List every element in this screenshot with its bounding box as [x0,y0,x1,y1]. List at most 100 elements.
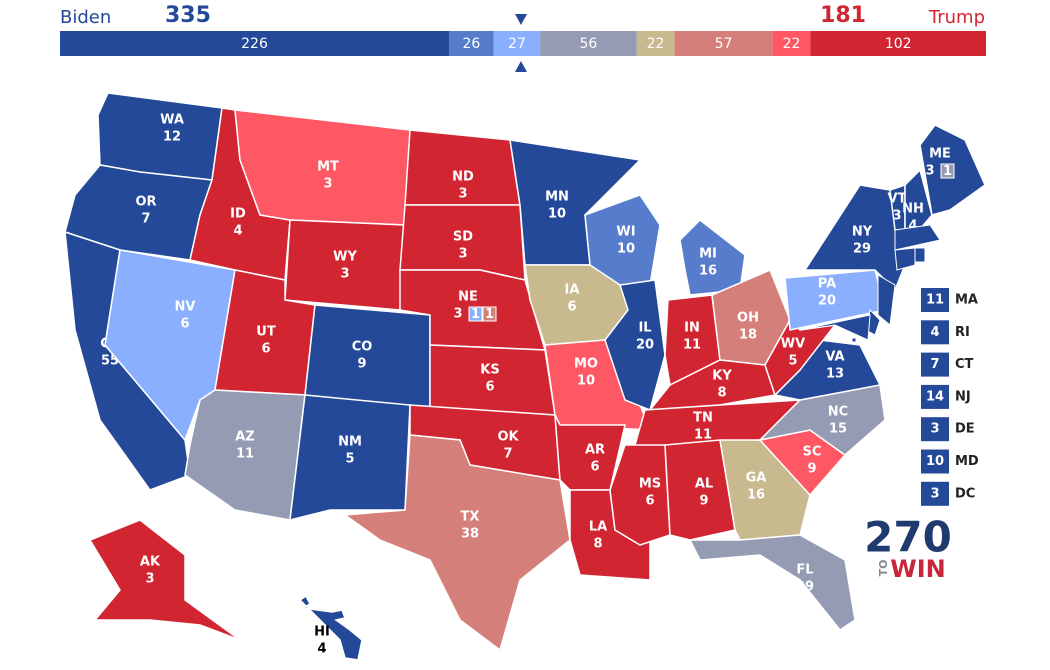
state-abbr: OK [497,430,519,445]
state [894,247,916,271]
state-abbr: MO [574,357,598,372]
callout-box [921,320,949,345]
state [604,279,666,412]
bar-segment-label: 56 [579,36,597,52]
state-abbr: LA [589,520,607,535]
state-votes: 3 [323,177,332,192]
state [289,394,411,521]
bar-segment-label: 27 [508,36,526,52]
bar-segment [772,31,811,56]
callout-list: 11 MA 4 RI 7 CT 14 NJ 3 DE 10 MD 3 DC [921,288,979,506]
state-abbr: TX [461,510,480,525]
state-votes: 5 [788,354,797,369]
callout-box [921,449,949,474]
callout-votes: 14 [926,389,944,404]
bar-segment [636,31,675,56]
state-votes: 29 [853,242,871,257]
state-votes: 18 [739,328,757,343]
bar-segment [493,31,541,56]
callout-box [921,417,949,442]
state-votes: 4 [233,224,242,239]
state-votes: 8 [717,386,726,401]
logo-to: TO [877,560,890,577]
state-votes: 3 [458,187,467,202]
callout-abbr: MA [955,293,978,308]
state [851,337,857,343]
bar-segment-label: 226 [241,36,268,52]
state-votes: 13 [826,367,844,382]
state-votes: 7 [503,447,512,462]
state [877,274,896,326]
right-name: Trump [928,7,985,28]
callout-abbr: MD [955,454,979,469]
bar-segment-label: 22 [783,36,801,52]
state [298,594,363,661]
state-votes: 3 [892,209,901,224]
state-votes: 20 [818,294,836,309]
state [914,247,926,263]
callout-abbr: RI [955,325,970,340]
state-abbr: KY [712,369,732,384]
map: WA12OR7CA55NV6ID4MT3WY3UT6AZ11CO9NM5ND3S… [64,92,986,661]
state-votes: 16 [699,264,717,279]
state-votes: 10 [577,374,595,389]
state-abbr: NY [852,225,873,240]
state-abbr: MS [639,477,661,492]
state-votes: 20 [636,338,654,353]
state-abbr: FL [796,563,813,578]
left-total: 335 [165,3,211,28]
state [799,314,871,341]
state [609,444,671,546]
midpoint-marker [515,61,527,72]
state-abbr: AK [140,555,161,570]
state-abbr: NC [828,405,848,420]
district-votes: 1 [943,164,952,179]
state-abbr: CO [352,340,373,355]
state-abbr: WY [333,250,357,265]
state-abbr: MT [317,160,339,175]
callout-box [921,481,949,506]
bar-segment-label: 57 [715,36,733,52]
state-abbr: AL [695,477,713,492]
district-votes: 1 [471,307,480,322]
state-votes: 5 [345,452,354,467]
state [304,304,431,411]
callout-votes: 7 [930,357,939,372]
right-total: 181 [820,3,866,28]
state-abbr: SD [453,230,473,245]
state-votes: 16 [747,488,765,503]
state [88,519,241,641]
logo-number: 270 [864,513,952,562]
state-abbr: ND [452,170,474,185]
state-votes: 11 [683,338,701,353]
state-votes: 7 [141,212,150,227]
district-box [482,306,497,322]
state-abbr: IL [638,321,651,336]
bar-segment-label: 22 [647,36,665,52]
bar-segment-label: 102 [885,36,912,52]
bar-segment [674,31,773,56]
state-abbr: NV [175,300,196,315]
bar-segment [448,31,494,56]
callout-abbr: DE [955,422,975,437]
state-abbr: ID [230,207,246,222]
state-abbr: GA [746,471,767,486]
state-abbr: MN [545,190,569,205]
state [688,534,856,632]
state-abbr: NH [902,202,924,217]
state-votes: 9 [699,494,708,509]
callout-votes: 10 [926,454,944,469]
state-abbr: ME [929,147,951,162]
state [284,219,406,311]
callout-votes: 4 [930,325,939,340]
state [97,92,223,181]
state-votes: 6 [180,317,189,332]
district-box [940,163,955,179]
state-abbr: OR [135,195,156,210]
state-abbr: MI [699,247,717,262]
state [904,168,933,236]
state-votes: 3 [340,267,349,282]
state-abbr: TN [693,411,713,426]
